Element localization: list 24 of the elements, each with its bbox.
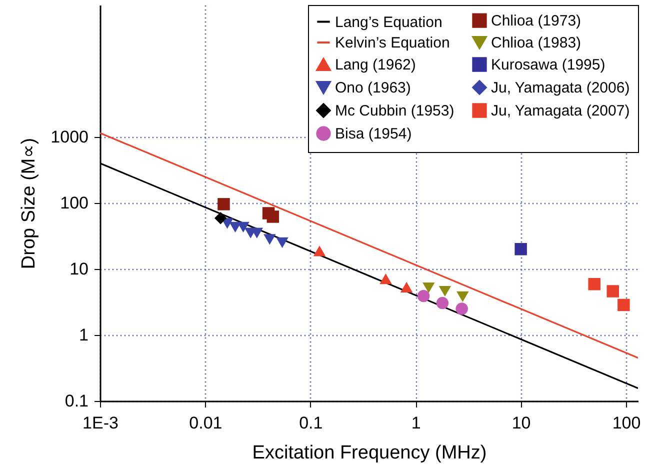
y-tick-label: 10 — [70, 260, 88, 278]
legend-label: Kelvin’s Equation — [335, 34, 450, 52]
legend-label: Lang’s Equation — [335, 14, 442, 31]
x-tick-label: 1E-3 — [82, 414, 118, 432]
legend-label: Bisa (1954) — [335, 126, 412, 142]
y-tick-label: 1 — [79, 326, 88, 344]
legend-label: Ono (1963) — [335, 80, 411, 96]
x-tick-label: 1 — [411, 414, 421, 432]
x-tick-label: 0.01 — [189, 414, 222, 432]
y-tick-label: 0.1 — [64, 392, 88, 410]
y-axis-title: Drop Size (M∝) — [18, 138, 40, 270]
x-axis-title: Excitation Frequency (MHz) — [252, 442, 487, 464]
x-tick-label: 0.1 — [299, 414, 323, 432]
y-tick-label: 1000 — [50, 128, 88, 146]
legend-label: Mc Cubbin (1953) — [335, 102, 454, 120]
legend-label: Kurosawa (1995) — [491, 56, 606, 74]
legend-label: Ju, Yamagata (2007) — [491, 102, 630, 120]
y-tick-label: 100 — [60, 194, 88, 212]
x-tick-label: 100 — [612, 414, 641, 432]
legend-label: Ju, Yamagata (2006) — [491, 80, 630, 96]
legend-label: Chlioa (1983) — [491, 34, 582, 52]
x-tick-label: 10 — [512, 414, 531, 432]
legend-label: Lang (1962) — [335, 56, 416, 74]
legend-label: Chlioa (1973) — [491, 12, 582, 30]
